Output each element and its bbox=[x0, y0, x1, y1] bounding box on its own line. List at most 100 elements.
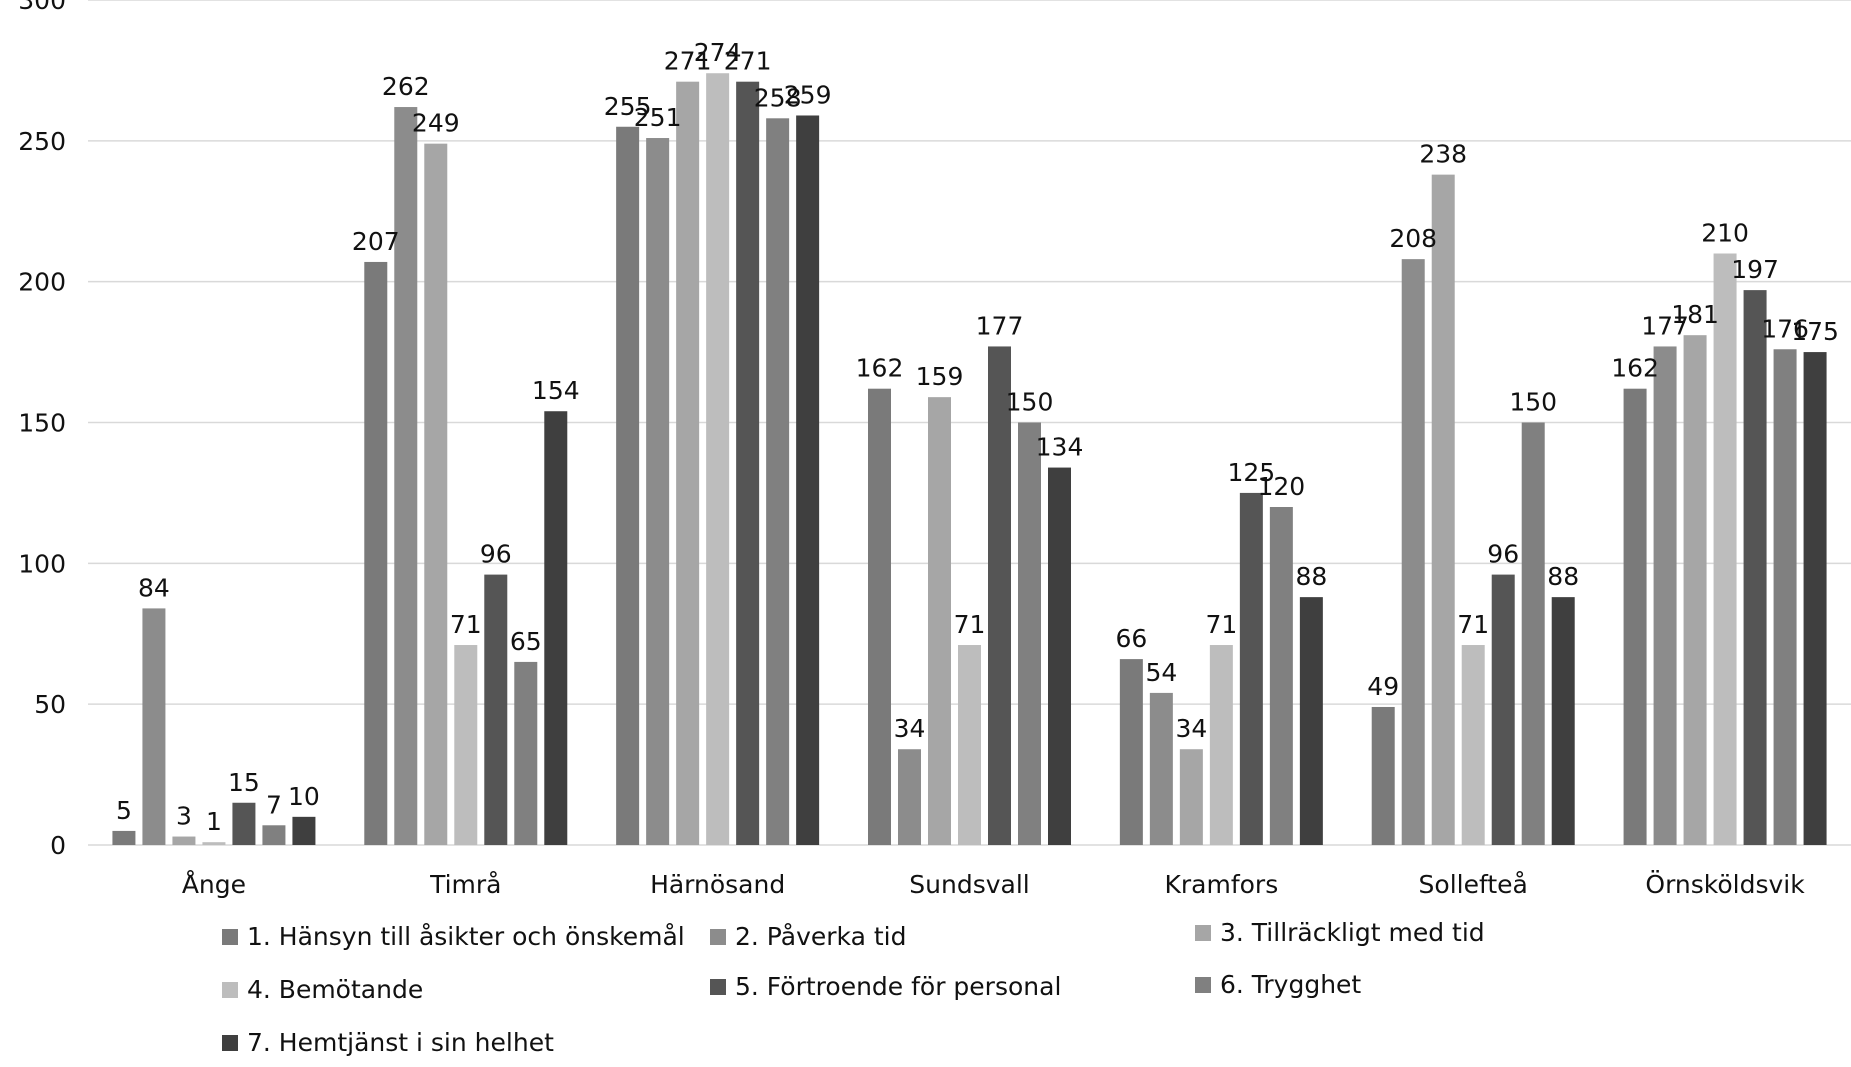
data-label: 181 bbox=[1671, 300, 1719, 329]
legend-swatch bbox=[222, 1035, 238, 1051]
data-label: 3 bbox=[176, 802, 192, 831]
data-label: 162 bbox=[856, 354, 904, 383]
data-label: 88 bbox=[1295, 562, 1327, 591]
data-label: 84 bbox=[138, 573, 170, 602]
data-label: 177 bbox=[976, 311, 1024, 340]
data-label: 10 bbox=[288, 782, 320, 811]
legend-label: 3. Tillräckligt med tid bbox=[1220, 918, 1485, 947]
bar bbox=[928, 397, 951, 845]
category-label: Örnsköldsvik bbox=[1645, 870, 1805, 899]
bar bbox=[1149, 692, 1173, 845]
data-label: 176 bbox=[1761, 314, 1809, 343]
legend-swatch bbox=[222, 982, 238, 998]
x-axis-categories: Ånge Timrå Härnösand Sundsvall Kramfors Solle… bbox=[182, 870, 1805, 899]
bar bbox=[1683, 335, 1707, 845]
data-label: 159 bbox=[916, 362, 964, 391]
data-label: 96 bbox=[480, 540, 512, 569]
data-label: 120 bbox=[1257, 472, 1305, 501]
bar bbox=[1623, 388, 1647, 845]
data-label: 15 bbox=[228, 768, 260, 797]
data-label: 65 bbox=[510, 627, 542, 656]
legend-label: 1. Hänsyn till åsikter och önskemål bbox=[247, 922, 685, 951]
data-label: 1 bbox=[206, 807, 222, 836]
legend-swatch bbox=[1195, 925, 1211, 941]
bar bbox=[958, 645, 981, 845]
y-tick-label: 100 bbox=[18, 549, 66, 578]
category-label: Timrå bbox=[429, 870, 501, 899]
data-label: 208 bbox=[1389, 224, 1437, 253]
data-label: 259 bbox=[784, 80, 832, 109]
data-label: 96 bbox=[1487, 540, 1519, 569]
legend-label: 7. Hemtjänst i sin helhet bbox=[247, 1028, 554, 1057]
data-label: 66 bbox=[1115, 624, 1147, 653]
data-label: 154 bbox=[532, 376, 580, 405]
bar bbox=[514, 661, 538, 845]
legend-label: 5. Förtroende för personal bbox=[735, 972, 1061, 1001]
bar bbox=[796, 115, 820, 845]
data-label: 249 bbox=[412, 109, 460, 138]
y-tick-label: 250 bbox=[18, 127, 66, 156]
data-label: 162 bbox=[1611, 354, 1659, 383]
data-label: 150 bbox=[1509, 388, 1557, 417]
data-label: 71 bbox=[954, 610, 986, 639]
bar bbox=[1431, 174, 1455, 846]
data-label: 54 bbox=[1145, 658, 1177, 687]
bar bbox=[1491, 574, 1515, 845]
y-tick-label: 150 bbox=[18, 409, 66, 438]
bar bbox=[142, 608, 166, 845]
bar bbox=[1018, 422, 1041, 845]
bar bbox=[1461, 645, 1485, 845]
bar bbox=[1401, 259, 1425, 846]
bar bbox=[1521, 422, 1545, 845]
bar bbox=[172, 836, 196, 845]
bar bbox=[1209, 645, 1233, 845]
data-label: 262 bbox=[382, 72, 430, 101]
data-label: 274 bbox=[694, 38, 742, 67]
legend-label: 4. Bemötande bbox=[247, 975, 423, 1004]
data-label: 71 bbox=[1205, 610, 1237, 639]
bars bbox=[112, 73, 1827, 846]
bar bbox=[1803, 352, 1827, 845]
category-label: Kramfors bbox=[1164, 870, 1278, 899]
data-label: 271 bbox=[664, 47, 712, 76]
data-label: 177 bbox=[1641, 311, 1689, 340]
y-tick-label: 0 bbox=[50, 831, 66, 860]
data-label: 71 bbox=[1457, 610, 1489, 639]
bar bbox=[616, 126, 640, 845]
y-tick-label: 50 bbox=[34, 690, 66, 719]
bar bbox=[1713, 253, 1737, 845]
bar bbox=[1269, 507, 1293, 845]
bar bbox=[454, 645, 478, 845]
data-label: 5 bbox=[116, 796, 132, 825]
bar bbox=[1371, 706, 1395, 845]
bar bbox=[646, 138, 670, 845]
data-label: 88 bbox=[1547, 562, 1579, 591]
bar bbox=[424, 143, 448, 845]
bar bbox=[1239, 492, 1263, 845]
data-label: 34 bbox=[894, 714, 926, 743]
legend: 1. Hänsyn till åsikter och önskemål 2. På… bbox=[222, 918, 1485, 1057]
bar bbox=[202, 842, 226, 845]
bar bbox=[706, 73, 730, 845]
data-label: 255 bbox=[604, 92, 652, 121]
category-label: Härnösand bbox=[650, 870, 785, 899]
data-label: 7 bbox=[266, 790, 282, 819]
legend-swatch bbox=[222, 929, 238, 945]
bar bbox=[232, 802, 256, 845]
category-label: Sollefteå bbox=[1419, 870, 1528, 899]
data-label: 197 bbox=[1731, 255, 1779, 284]
data-label: 207 bbox=[352, 227, 400, 256]
bar bbox=[736, 81, 760, 845]
bar bbox=[112, 830, 136, 845]
y-tick-label: 300 bbox=[18, 0, 66, 15]
data-label: 125 bbox=[1227, 458, 1275, 487]
bar bbox=[1773, 349, 1797, 845]
category-label: Ånge bbox=[182, 870, 246, 899]
bar bbox=[1551, 597, 1575, 845]
bar bbox=[262, 825, 286, 845]
legend-label: 6. Trygghet bbox=[1220, 970, 1361, 999]
data-label: 34 bbox=[1175, 714, 1207, 743]
